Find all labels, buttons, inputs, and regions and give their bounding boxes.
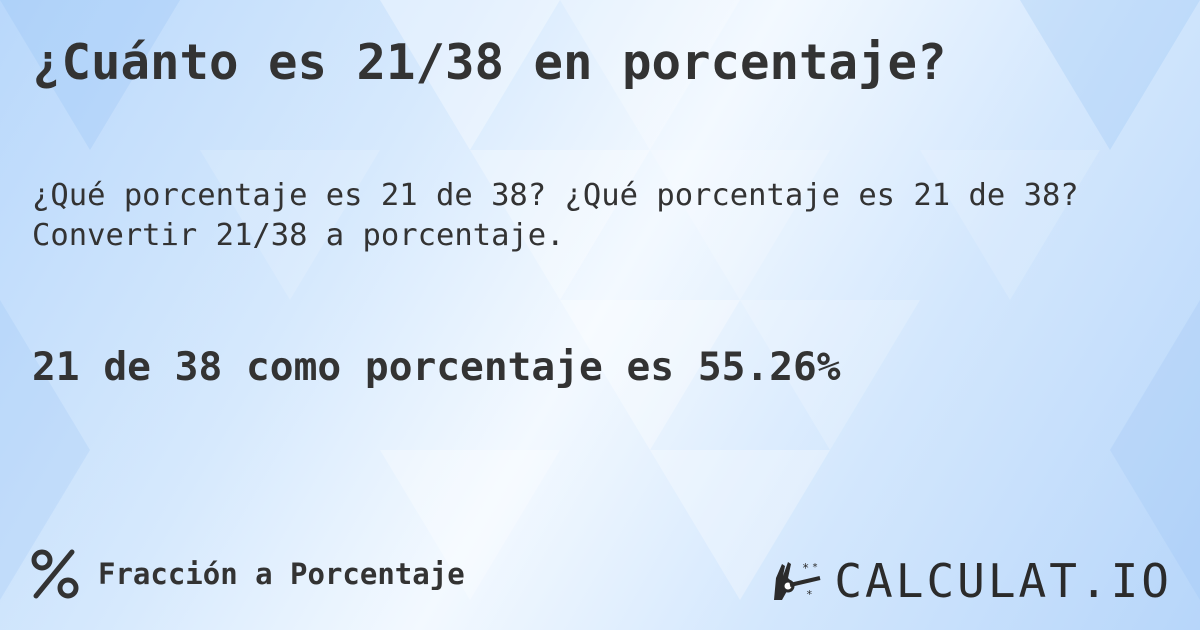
svg-text:*: * xyxy=(812,562,818,573)
category-link[interactable]: Fracción a Porcentaje xyxy=(30,548,465,600)
subtitle-line-2: Convertir 21/38 a porcentaje. xyxy=(32,218,565,253)
svg-text:*: * xyxy=(806,588,813,601)
svg-text:*: * xyxy=(802,561,809,575)
result-text: 21 de 38 como porcentaje es 55.26% xyxy=(32,344,841,390)
subtitle: ¿Qué porcentaje es 21 de 38? ¿Qué porcen… xyxy=(32,176,1079,256)
logo-text: CALCULAT.IO xyxy=(834,554,1172,608)
page-title: ¿Cuánto es 21/38 en porcentaje? xyxy=(32,34,947,91)
percent-icon xyxy=(31,549,79,599)
category-label: Fracción a Porcentaje xyxy=(98,557,465,591)
subtitle-line-1: ¿Qué porcentaje es 21 de 38? ¿Qué porcen… xyxy=(32,178,1079,213)
calculat-io-logo[interactable]: * * * CALCULAT.IO xyxy=(772,554,1172,608)
magic-hand-icon: * * * xyxy=(774,561,821,601)
